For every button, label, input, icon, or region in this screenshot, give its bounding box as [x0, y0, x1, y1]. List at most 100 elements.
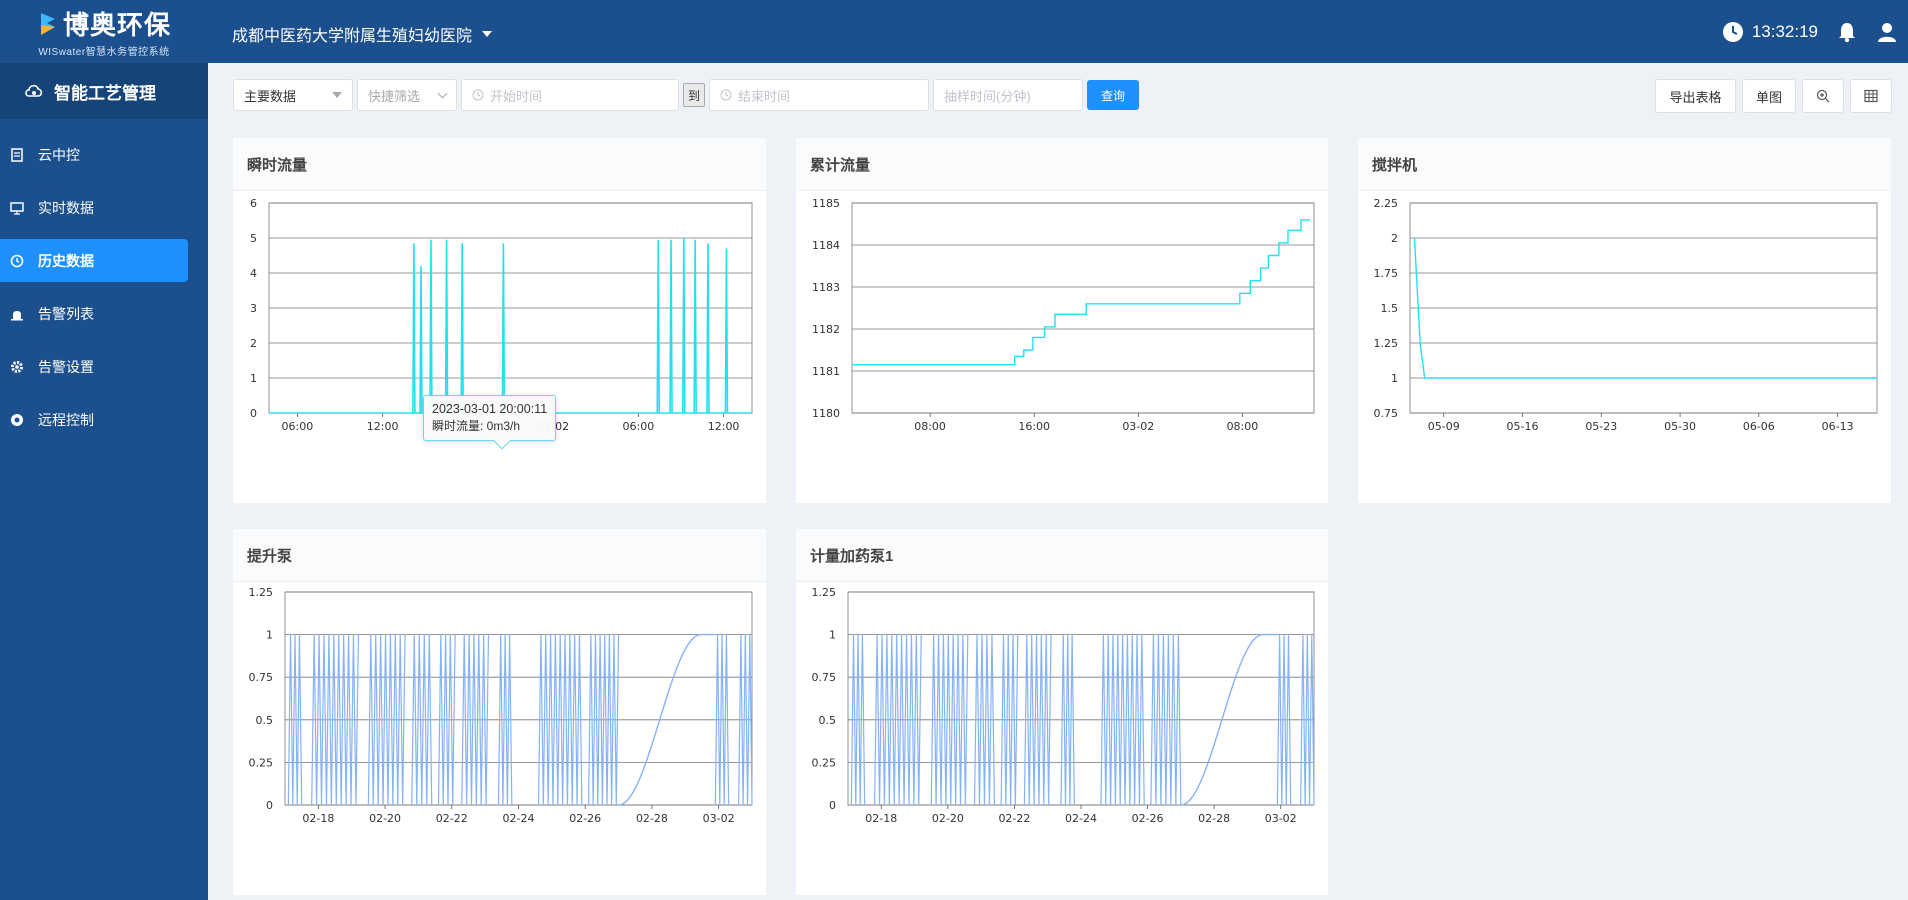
plot-frame	[851, 202, 1315, 414]
y-tick-label: 0.5	[256, 714, 274, 727]
alarm-icon	[11, 310, 23, 320]
y-tick-label: 1180	[812, 407, 840, 420]
user-icon[interactable]	[1876, 21, 1898, 43]
chart-title: 搅拌机	[1358, 138, 1891, 191]
x-tick-label: 05-23	[1585, 420, 1617, 433]
clock-icon	[720, 89, 732, 101]
series-line	[1000, 634, 1019, 806]
series-line	[311, 634, 359, 806]
chart-cumulative-flow[interactable]: 1180 1181 1182 1183 1184 1185 08:00 16:00 03-02 0…	[796, 191, 1328, 503]
series-line	[287, 634, 303, 806]
series-line	[537, 634, 583, 806]
sidebar-item-alarm-list[interactable]: 告警列表	[0, 292, 208, 335]
end-time-input[interactable]: 结束时间	[709, 79, 929, 111]
hospital-selector[interactable]: 成都中医药大学附属生殖妇幼医院	[232, 22, 493, 46]
x-tick-label: 03-02	[1265, 812, 1297, 825]
series-line	[461, 634, 490, 806]
logo-subtitle: WISwater智慧水务管控系统	[38, 47, 170, 58]
brand-logo[interactable]: 博奥环保 WISwater智慧水务管控系统	[0, 0, 208, 63]
sidebar-item-alarm-settings[interactable]: 告警设置	[0, 345, 208, 388]
x-tick-label: 12:00	[367, 420, 399, 433]
y-tick-label: 2.25	[1374, 197, 1399, 210]
y-tick-label: 0.25	[249, 756, 274, 769]
quick-filter-select[interactable]: 快捷筛选	[357, 79, 457, 111]
series-line	[587, 634, 620, 806]
chart-lift-pump[interactable]: 0 0.25 0.5 0.75 1 1.25 02-18 02-20 02-22 02-24 02-…	[233, 582, 766, 895]
series-line	[1276, 634, 1292, 806]
y-tick-label: 1184	[812, 239, 840, 252]
sidebar-item-history-data[interactable]: 历史数据	[0, 239, 188, 282]
range-separator: 到	[683, 83, 705, 107]
series-line	[850, 634, 866, 806]
start-time-input[interactable]: 开始时间	[461, 79, 679, 111]
table-icon	[1864, 89, 1878, 103]
query-button[interactable]: 查询	[1087, 80, 1140, 110]
sidebar: 智能工艺管理 云中控 实时数据 历史数据 告警列表 告警设置 远程控制	[0, 63, 208, 900]
y-tick-label: 1	[829, 629, 836, 642]
x-tick-label: 05-16	[1507, 420, 1539, 433]
y-tick-label: 1181	[812, 365, 840, 378]
sidebar-item-label: 告警列表	[38, 305, 94, 322]
y-tick-label: 0.75	[812, 671, 837, 684]
y-tick-label: 5	[250, 232, 257, 245]
chart-dosing-pump-1[interactable]: 0 0.25 0.5 0.75 1 1.25 02-18 02-20 02-22 02-24 02-…	[796, 582, 1328, 895]
sidebar-item-label: 远程控制	[38, 411, 94, 428]
cloud-gear-icon	[25, 84, 43, 97]
series-line	[437, 634, 456, 806]
y-tick-label: 1.25	[812, 586, 837, 599]
y-tick-label: 0	[266, 799, 273, 812]
sidebar-title-label: 智能工艺管理	[54, 83, 156, 103]
y-tick-label: 2	[250, 337, 257, 350]
single-chart-button[interactable]: 单图	[1742, 79, 1796, 113]
chart-card-instant-flow: 瞬时流量 012345606:0012:0018:0003-0206:0012:…	[233, 138, 766, 503]
sidebar-item-cloud-control[interactable]: 云中控	[0, 133, 208, 176]
x-tick-label: 02-18	[302, 812, 334, 825]
export-table-button[interactable]: 导出表格	[1655, 79, 1736, 113]
y-tick-label: 0	[829, 799, 836, 812]
y-tick-label: 1.75	[1374, 267, 1399, 280]
chart-title: 计量加药泵1	[796, 529, 1328, 582]
chart-mixer[interactable]: 0.75 1 1.25 1.5 1.75 2 2.25 05-09 05-16 05-23 05-3…	[1358, 191, 1891, 503]
series-line	[367, 634, 406, 806]
x-tick-label: 02-22	[998, 812, 1030, 825]
series-line	[1060, 634, 1075, 806]
x-tick-label: 02-26	[569, 812, 601, 825]
series-line	[1180, 633, 1278, 806]
series-line	[411, 634, 433, 806]
y-tick-label: 1	[1391, 372, 1398, 385]
table-view-button[interactable]	[1850, 79, 1892, 113]
chevron-down-icon	[437, 88, 448, 98]
y-tick-label: 6	[250, 197, 257, 210]
history-icon	[10, 254, 24, 267]
y-tick-label: 2	[1391, 232, 1398, 245]
remote-icon	[11, 413, 23, 426]
x-tick-label: 02-20	[369, 812, 401, 825]
x-tick-label: 08:00	[1227, 420, 1259, 433]
chart-card-dosing-pump-1: 计量加药泵1 0 0.25 0.5 0.75 1 1.25 02-18 02-20 02-22 0…	[796, 529, 1328, 895]
sidebar-item-label: 云中控	[38, 146, 80, 163]
y-tick-label: 1.25	[1374, 337, 1399, 350]
sampling-interval-input[interactable]: 抽样时间(分钟)	[933, 79, 1083, 111]
start-time-placeholder: 开始时间	[490, 88, 543, 104]
x-tick-label: 06:00	[282, 420, 314, 433]
main-data-select[interactable]: 主要数据	[233, 79, 353, 111]
dropdown-arrow-icon	[332, 92, 342, 98]
zoom-in-button[interactable]	[1802, 79, 1844, 113]
gear-icon	[11, 360, 23, 373]
bell-icon[interactable]	[1836, 21, 1858, 43]
header-clock: 13:32:19	[1722, 21, 1818, 43]
tooltip-value: 瞬时流量: 0m3/h	[432, 419, 521, 433]
series-line	[1413, 237, 1877, 379]
sidebar-item-realtime-data[interactable]: 实时数据	[0, 186, 208, 229]
x-tick-label: 06-13	[1822, 420, 1854, 433]
quick-filter-label: 快捷筛选	[368, 88, 421, 104]
chart-title: 累计流量	[796, 138, 1328, 191]
sidebar-item-remote-control[interactable]: 远程控制	[0, 398, 208, 441]
monitor-icon	[10, 201, 24, 215]
chevron-down-icon	[482, 31, 493, 37]
y-tick-label: 4	[250, 267, 257, 280]
end-time-placeholder: 结束时间	[738, 88, 791, 104]
x-tick-label: 16:00	[1018, 420, 1050, 433]
chart-title: 提升泵	[233, 529, 766, 582]
